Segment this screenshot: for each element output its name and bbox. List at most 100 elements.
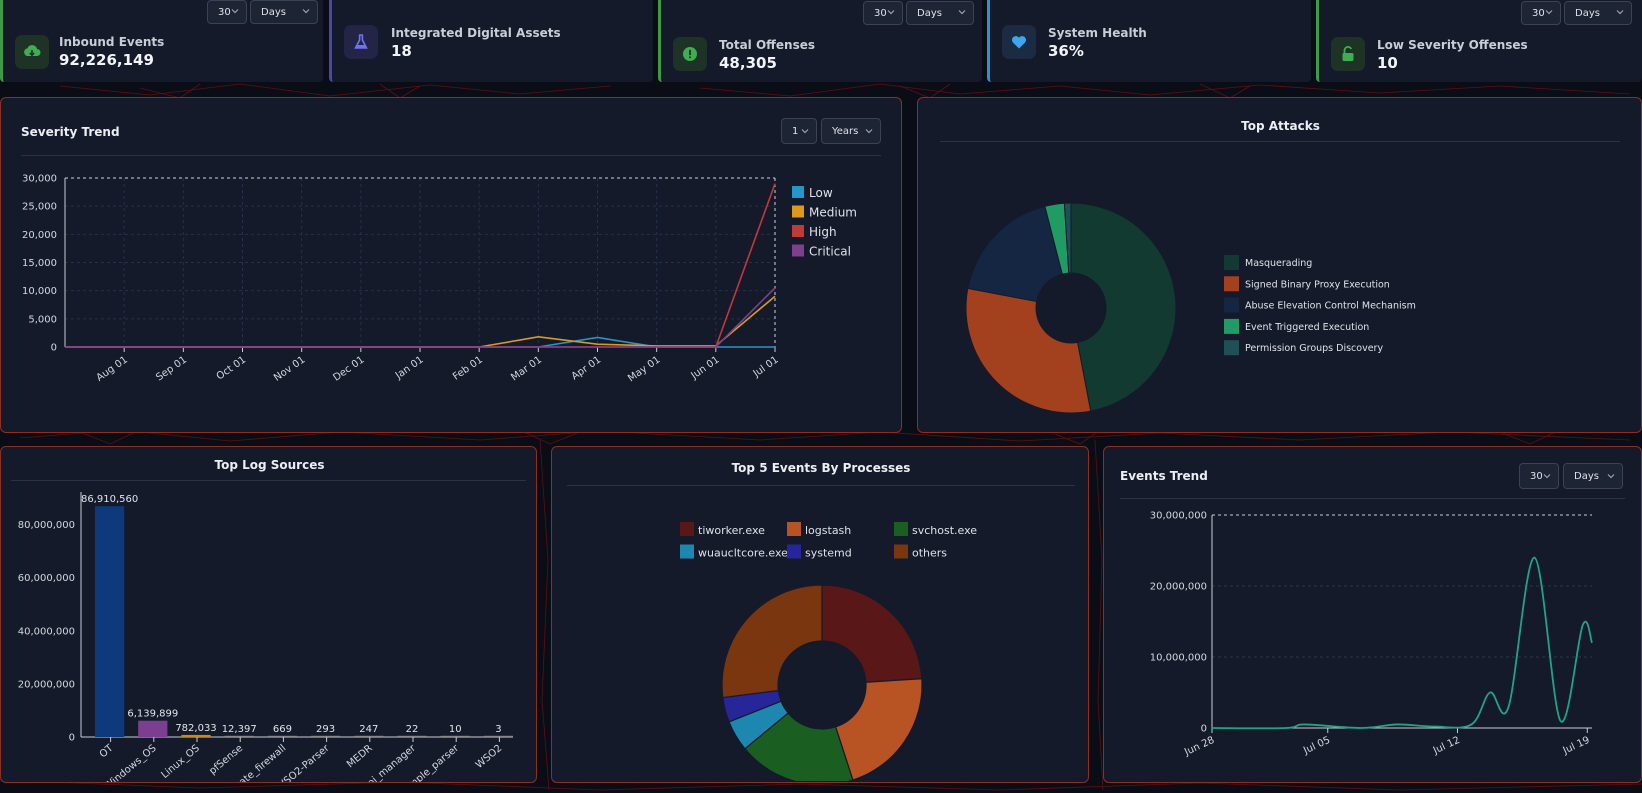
chevron-down-icon	[1545, 10, 1553, 15]
data-label: 22	[406, 724, 419, 735]
x-tick-label: Jul 19	[1561, 735, 1592, 757]
x-tick-label: pfSense	[207, 743, 245, 777]
series-line	[1211, 556, 1593, 730]
y-tick-label: 15,000	[22, 258, 57, 269]
bar	[181, 734, 211, 737]
series-line-critical	[65, 287, 776, 348]
events-trend-chart: 0 10,000,000 20,000,000 30,000,000 Jun 28 Jul…	[1150, 511, 1593, 759]
legend-swatch	[1224, 318, 1239, 334]
severity-trend-chart: 0 5,000 10,000 15,000 20,000 25,000 30,000 Aug …	[22, 174, 857, 385]
card-divider	[940, 141, 1620, 142]
bar	[267, 735, 297, 737]
alert-circle-icon	[673, 37, 707, 71]
select-value: 30	[1530, 470, 1543, 482]
legend-label: Event Triggered Execution	[1245, 322, 1369, 333]
chevron-down-icon	[1607, 474, 1615, 479]
events-trend-count-select[interactable]: 30	[1519, 463, 1559, 489]
legend-swatch	[1224, 297, 1239, 313]
low-severity-unit-select[interactable]: Days	[1564, 1, 1632, 25]
legend-swatch	[792, 186, 804, 198]
data-label: 10	[449, 724, 462, 735]
legend-swatch	[894, 544, 908, 559]
data-label: 293	[316, 724, 335, 735]
x-tick-label: OT	[98, 742, 116, 760]
legend-label: wuaucltcore.exe	[698, 547, 788, 560]
chevron-down-icon	[1543, 474, 1551, 479]
x-tick-label: Dec 01	[331, 354, 366, 383]
y-tick-label: 10,000,000	[1150, 653, 1207, 664]
x-tick-label: Aug 01	[95, 354, 130, 383]
bar	[224, 735, 254, 737]
severity-trend-unit-select[interactable]: Years	[821, 118, 881, 144]
card-title: Severity Trend	[21, 125, 120, 139]
top-events-chart: tiworker.exe logstash svchost.exe wuaucltco…	[680, 522, 977, 781]
chevron-down-icon	[1616, 10, 1624, 15]
data-label: 86,910,560	[81, 494, 138, 505]
inbound-events-unit-select[interactable]: Days	[250, 0, 318, 24]
legend-label: Critical	[809, 245, 851, 259]
select-value: Days	[261, 6, 286, 18]
x-tick-label: Oct 01	[215, 354, 249, 382]
select-value: Days	[1574, 470, 1599, 482]
y-tick-label: 0	[1201, 724, 1207, 735]
bar	[311, 735, 341, 737]
pie-slice	[744, 712, 854, 781]
severity-trend-count-select[interactable]: 1	[781, 118, 817, 144]
y-tick-label: 30,000	[22, 174, 57, 185]
card-title: Top Log Sources	[214, 458, 325, 472]
y-tick-label: 20,000,000	[18, 679, 75, 690]
top-log-sources-card: Top Log Sources 0 20,000,000 40,000,000 60,…	[0, 446, 537, 783]
stat-card-inbound-events: 30 Days Inbound Events 92,226,149	[0, 0, 323, 82]
legend-swatch	[680, 522, 694, 536]
y-tick-label: 60,000,000	[18, 573, 75, 584]
x-tick-label: Jan 01	[393, 354, 426, 382]
stat-label: Total Offenses	[719, 38, 815, 52]
data-label: 3	[495, 724, 501, 735]
y-tick-label: 30,000,000	[1150, 511, 1207, 522]
bar	[138, 720, 168, 737]
legend-swatch	[787, 522, 801, 536]
legend-label: High	[809, 225, 837, 239]
stat-card-integrated-digital-assets: Integrated Digital Assets 18	[329, 0, 653, 82]
pie-slice	[821, 584, 923, 683]
card-divider	[11, 480, 526, 481]
data-label: 669	[273, 724, 292, 735]
bar	[440, 735, 470, 737]
low-severity-count-select[interactable]: 30	[1521, 1, 1561, 25]
stat-card-total-offenses: 30 Days Total Offenses 48,305	[658, 0, 982, 82]
select-value: 30	[1532, 7, 1545, 19]
y-tick-label: 10,000	[22, 286, 57, 297]
severity-trend-card: Severity Trend 1 Years 0 5,000 10,000 15,00…	[0, 97, 902, 433]
cloud-download-icon	[15, 35, 49, 69]
legend-swatch	[894, 522, 908, 536]
legend-label: others	[912, 547, 947, 560]
legend-label: Signed Binary Proxy Execution	[1245, 279, 1390, 290]
total-offenses-unit-select[interactable]: Days	[906, 1, 974, 25]
x-tick-label: Nov 01	[272, 354, 307, 383]
legend-swatch	[1224, 340, 1239, 356]
top-events-card: Top 5 Events By Processes tiworker.exe lo…	[551, 446, 1089, 783]
pie-slice	[1063, 202, 1072, 274]
card-title: Top Attacks	[1241, 119, 1320, 133]
x-tick-label: WSO2	[474, 743, 504, 771]
x-tick-label: Jun 28	[1182, 735, 1216, 759]
legend-label: tiworker.exe	[698, 524, 765, 537]
y-tick-label: 80,000,000	[18, 520, 75, 531]
card-divider	[567, 485, 1075, 486]
y-tick-label: 25,000	[22, 202, 57, 213]
total-offenses-count-select[interactable]: 30	[863, 1, 903, 25]
card-divider	[21, 155, 881, 156]
chevron-down-icon	[958, 10, 966, 15]
chevron-down-icon	[801, 129, 809, 134]
chevron-down-icon	[231, 9, 239, 14]
chevron-down-icon	[887, 10, 895, 15]
data-label: 247	[359, 724, 378, 735]
x-tick-label: Apr 01	[570, 354, 604, 382]
legend-swatch	[787, 544, 801, 559]
bar	[95, 506, 125, 737]
series-line-medium	[65, 295, 776, 348]
stat-value: 18	[391, 42, 412, 60]
events-trend-unit-select[interactable]: Days	[1563, 463, 1623, 489]
chevron-down-icon	[302, 9, 310, 14]
inbound-events-count-select[interactable]: 30	[207, 0, 247, 24]
